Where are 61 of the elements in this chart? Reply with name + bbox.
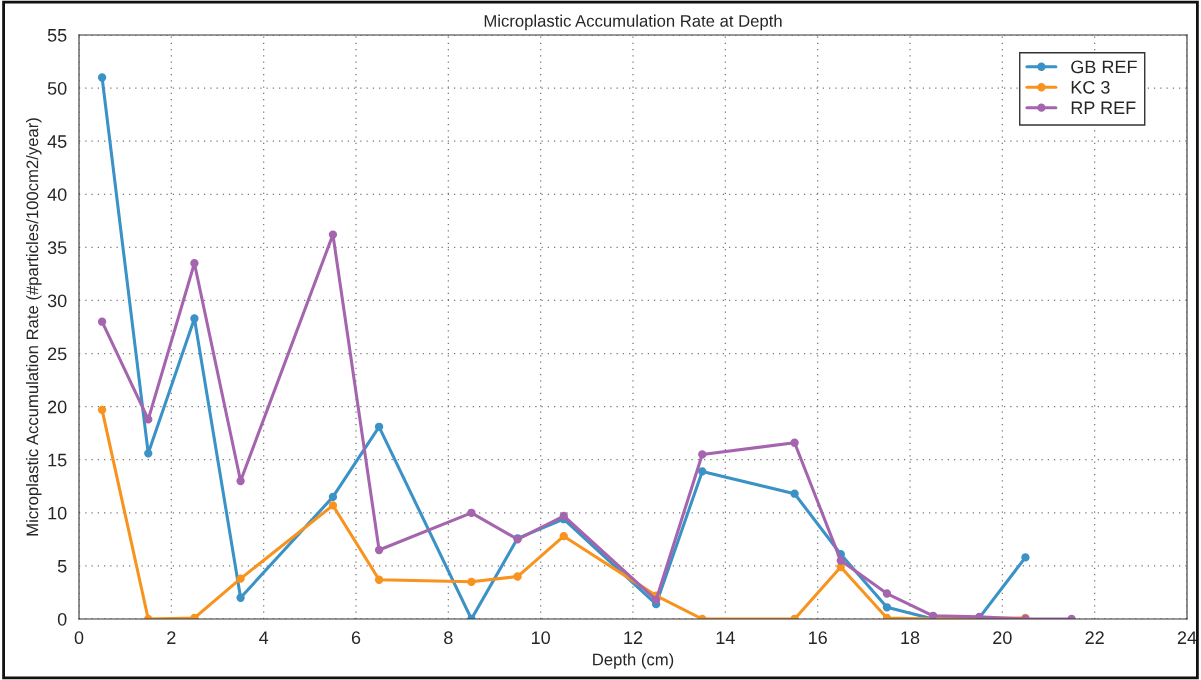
point — [698, 450, 707, 459]
y-tick-label: 25 — [48, 347, 67, 361]
y-tick-label: 40 — [47, 188, 67, 201]
x-tick-label: 18 — [901, 631, 920, 645]
x-tick-label: 8 — [444, 631, 453, 645]
point — [882, 589, 892, 598]
chart-title: Microplastic Accumulation Rate at Depth — [484, 14, 782, 31]
point — [374, 545, 384, 555]
y-tick-label: 5 — [57, 560, 67, 573]
point — [236, 476, 245, 486]
point — [651, 595, 661, 605]
point — [97, 405, 107, 414]
point — [236, 593, 245, 602]
y-tick-label: 55 — [47, 29, 67, 42]
point — [513, 572, 522, 581]
point — [144, 449, 153, 458]
legend-label: GB REF — [1071, 60, 1137, 74]
x-tick-label: 14 — [716, 631, 735, 644]
x-axis-title: Depth (cm) — [593, 653, 674, 669]
x-tick-label: 12 — [624, 631, 643, 644]
x-tick-label: 16 — [809, 631, 827, 645]
y-tick-label: 45 — [47, 135, 67, 148]
y-tick-label: 0 — [57, 612, 67, 626]
y-tick-label: 35 — [47, 241, 67, 255]
point — [467, 508, 476, 517]
point — [790, 489, 799, 498]
point — [790, 438, 799, 447]
y-tick-label: 50 — [47, 82, 67, 95]
x-tick-label: 6 — [351, 631, 361, 645]
point — [97, 73, 107, 82]
y-axis-title: Microplastic Accumulation Rate (#particles/100cm2/year) — [26, 118, 42, 536]
point — [328, 501, 338, 510]
point — [467, 577, 476, 586]
point — [190, 259, 199, 268]
legend-label: RP REF — [1071, 101, 1136, 114]
x-tick-label: 10 — [532, 631, 550, 645]
x-tick-label: 2 — [167, 631, 176, 644]
point — [328, 492, 338, 502]
x-tick-label: 0 — [74, 631, 84, 645]
point — [559, 511, 568, 521]
point — [1021, 553, 1030, 562]
point — [698, 467, 707, 476]
y-tick-label: 15 — [48, 453, 67, 467]
point — [374, 575, 384, 584]
point — [836, 556, 845, 565]
point — [236, 574, 245, 583]
x-tick-label: 20 — [993, 631, 1012, 645]
y-tick-label: 20 — [48, 400, 67, 414]
point — [882, 603, 892, 612]
x-tick-label: 22 — [1085, 631, 1104, 644]
point — [328, 230, 338, 239]
x-tick-label: 4 — [259, 631, 269, 644]
point — [97, 317, 107, 326]
y-tick-label: 10 — [48, 506, 67, 520]
point — [190, 314, 199, 323]
y-tick-label: 30 — [47, 294, 67, 308]
point — [559, 532, 568, 541]
point — [374, 422, 384, 431]
legend-label: KC 3 — [1071, 80, 1110, 94]
x-tick-label: 24 — [1177, 631, 1197, 644]
point — [144, 415, 153, 424]
